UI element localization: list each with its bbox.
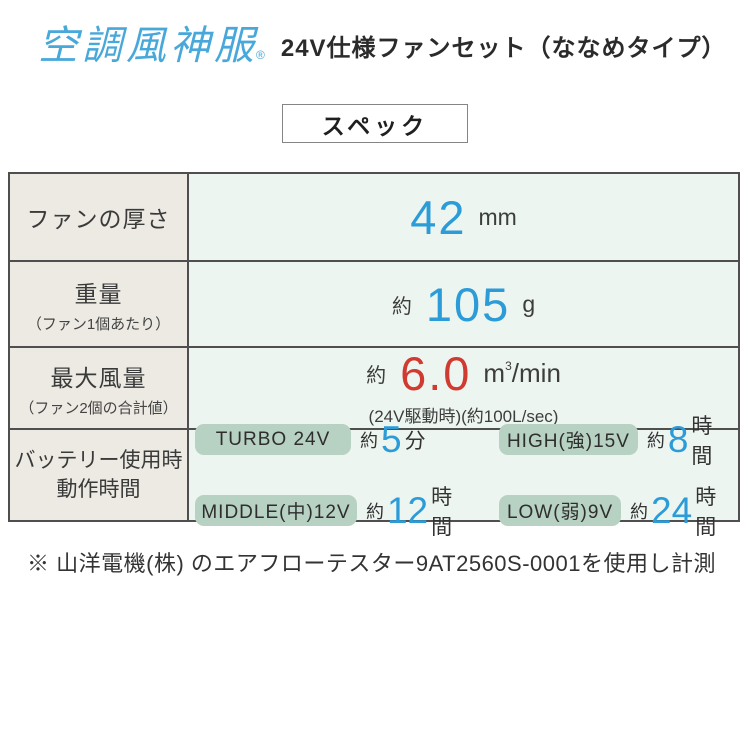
battery-time-value: 24: [651, 490, 693, 531]
airflow-unit-superscript: 3: [505, 358, 512, 373]
row-weight-label: 重量 （ファン1個あたり）: [10, 262, 187, 346]
airflow-value: 6.0: [400, 346, 472, 400]
battery-time-value: 5: [381, 419, 402, 460]
row-label-line1: バッテリー使用時: [14, 448, 183, 472]
airflow-condition-note: (24V駆動時)(約100L/sec): [368, 406, 559, 426]
brand-logo: 空調風神服®: [38, 24, 265, 68]
row-label-subtext: （ファン2個の合計値）: [19, 399, 178, 417]
row-label-text: ファンの厚さ: [26, 206, 171, 232]
weight-unit: g: [522, 290, 536, 317]
battery-time-unit: 時間: [695, 485, 717, 539]
mode-badge-high: HIGH(強)15V: [499, 424, 638, 455]
registered-trademark-mark: ®: [256, 48, 265, 62]
mode-badge-low: LOW(弱)9V: [499, 495, 622, 526]
airflow-unit-base: m: [483, 357, 506, 388]
spec-section-badge: スペック: [282, 104, 468, 143]
battery-entry-middle: MIDDLE(中)12V 約 12 時間: [195, 481, 471, 541]
row-airflow-value: 約 6.0 m 3/min (24V駆動時)(約100L/sec): [189, 348, 738, 428]
battery-time-unit: 分: [404, 429, 426, 453]
battery-approx: 約: [360, 430, 378, 451]
row-battery-label: バッテリー使用時 動作時間: [10, 430, 187, 520]
battery-time-value: 8: [667, 419, 689, 460]
row-label-text: 最大風量: [50, 364, 147, 391]
row-fan-thickness-value: 42 mm: [189, 174, 738, 260]
battery-approx: 約: [365, 501, 384, 522]
page-title: 24V仕様ファンセット（ななめタイプ）: [280, 35, 727, 62]
battery-approx: 約: [646, 430, 665, 451]
airflow-approx: 約: [366, 364, 387, 387]
row-fan-thickness-label: ファンの厚さ: [10, 174, 187, 260]
spec-table: ファンの厚さ 42 mm 重量 （ファン1個あたり） 約 105 g 最大風量 …: [8, 172, 740, 539]
row-airflow-label: 最大風量 （ファン2個の合計値）: [10, 348, 187, 428]
battery-time-value: 12: [386, 490, 429, 531]
row-label-line2: 動作時間: [56, 478, 141, 501]
row-label-text: 重量: [74, 280, 123, 307]
battery-approx: 約: [630, 501, 649, 522]
measurement-footnote: ※ 山洋電機(株) のエアフローテスター9AT2560S-0001を使用し計測: [27, 551, 716, 576]
row-weight-value: 約 105 g: [189, 262, 738, 346]
airflow-unit: m 3/min: [483, 359, 560, 388]
battery-entry-high: HIGH(強)15V 約 8 時間: [499, 410, 732, 470]
airflow-unit-rest: /min: [511, 357, 561, 388]
header: 空調風神服® 24V仕様ファンセット（ななめタイプ）: [38, 24, 738, 68]
weight-approx: 約: [391, 295, 412, 318]
brand-logo-text: 空調風神服: [38, 24, 258, 68]
weight-value: 105: [425, 277, 511, 331]
battery-mode-grid: TURBO 24V 約 5 分 HIGH(強)15V 約 8 時間 MIDDLE…: [189, 406, 738, 545]
fan-thickness-value: 42: [410, 190, 467, 244]
mode-badge-turbo: TURBO 24V: [195, 424, 351, 455]
battery-time-unit: 時間: [431, 485, 453, 539]
battery-entry-low: LOW(弱)9V 約 24 時間: [499, 481, 732, 541]
row-battery-value: TURBO 24V 約 5 分 HIGH(強)15V 約 8 時間 MIDDLE…: [189, 415, 738, 539]
fan-thickness-unit: mm: [478, 203, 517, 230]
battery-entry-turbo: TURBO 24V 約 5 分: [195, 421, 471, 458]
row-label-subtext: （ファン1個あたり）: [26, 315, 171, 333]
battery-time-unit: 時間: [691, 414, 713, 468]
mode-badge-middle: MIDDLE(中)12V: [195, 495, 357, 526]
